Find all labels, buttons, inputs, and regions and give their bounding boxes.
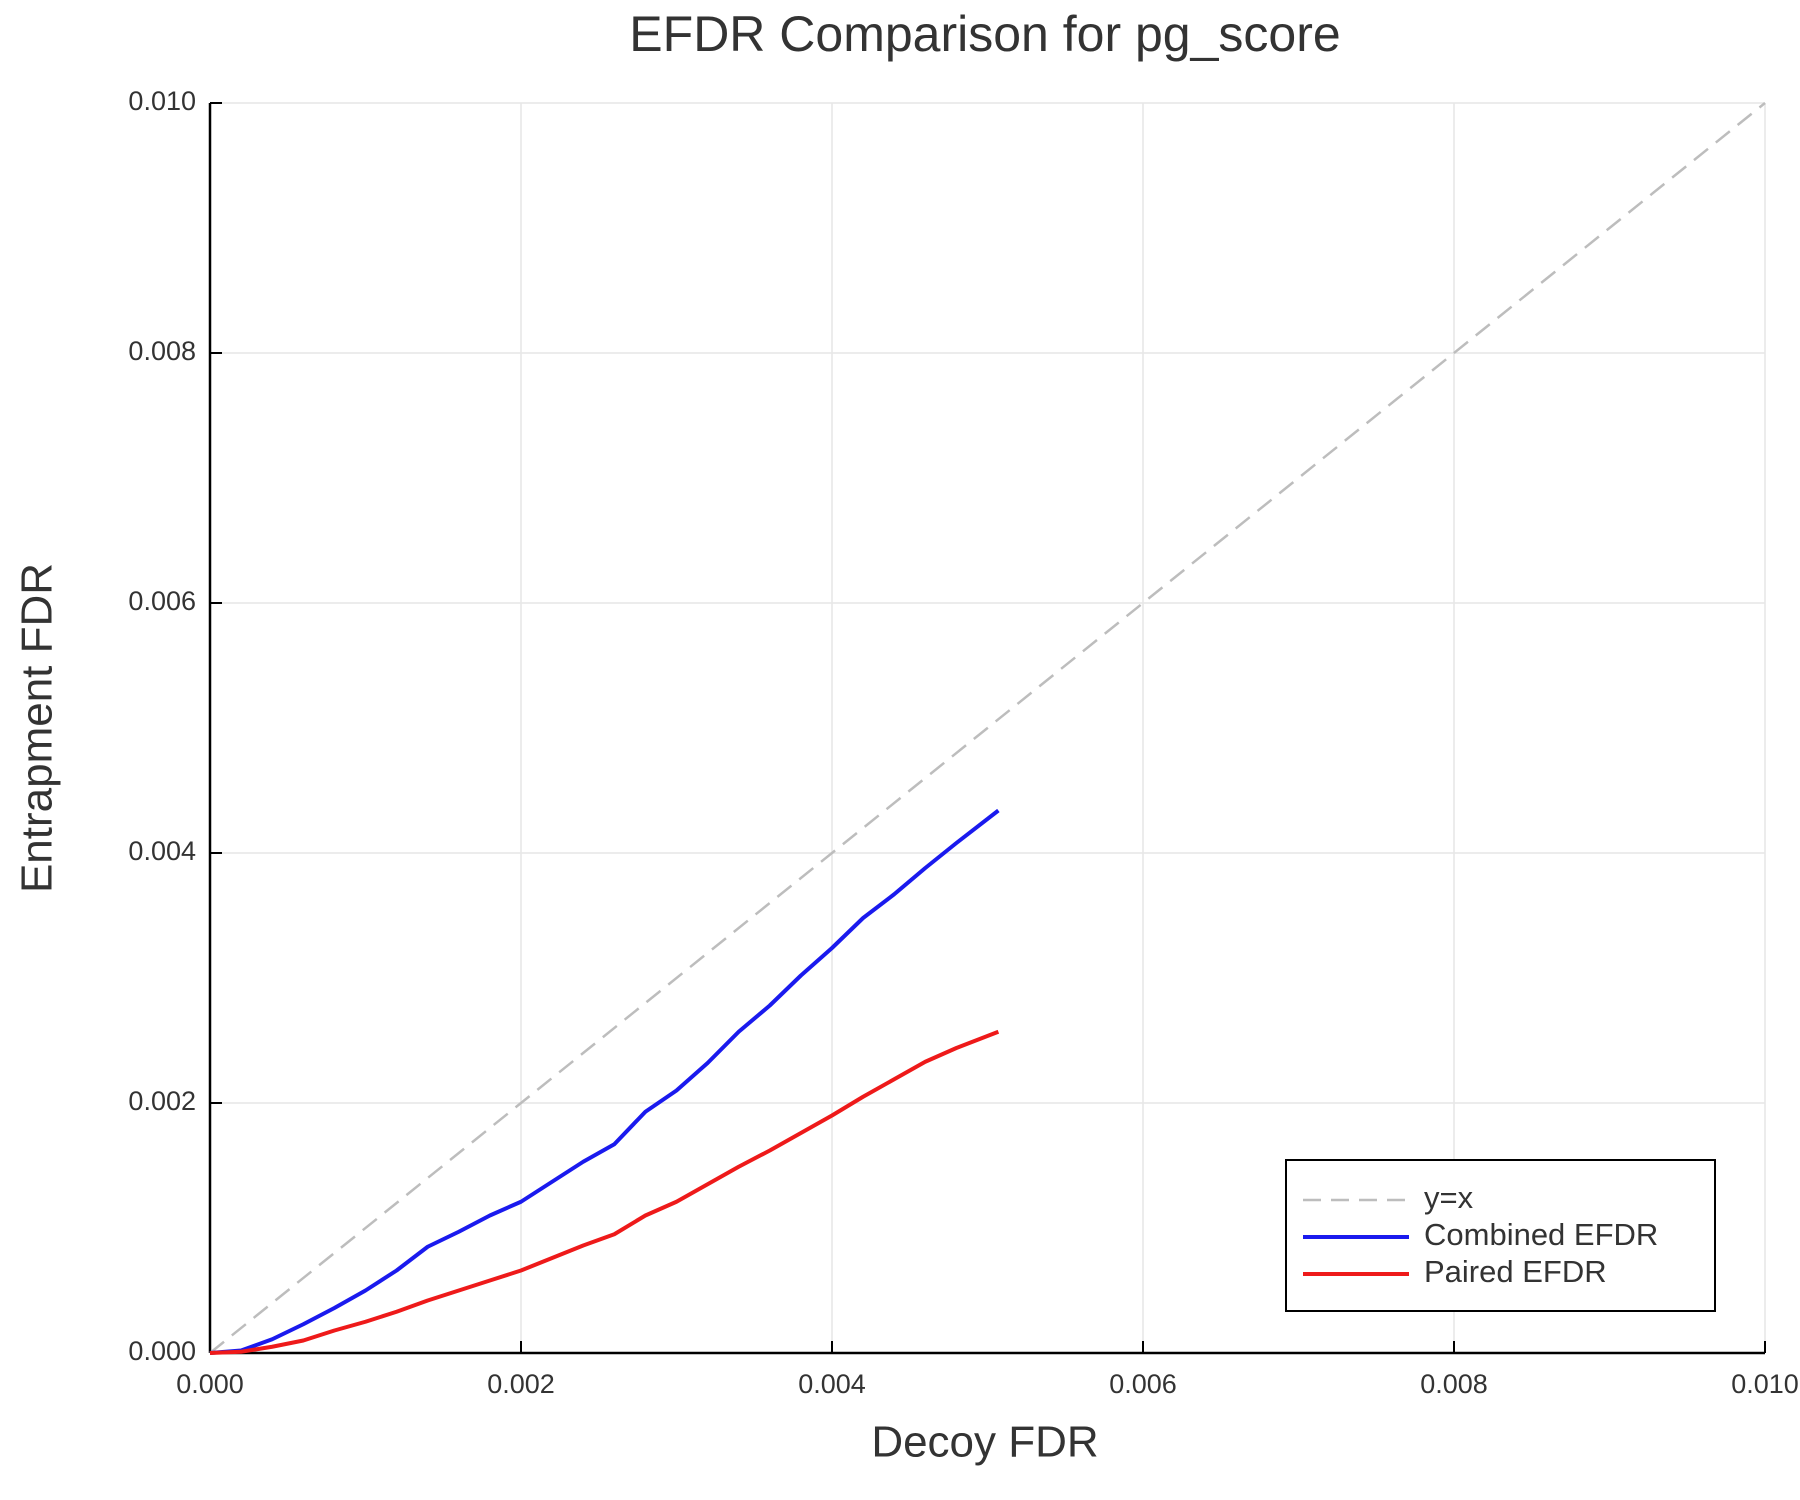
y-axis-label: Entrapment FDR <box>13 563 62 893</box>
x-tick-label: 0.002 <box>487 1369 555 1399</box>
y-tick-label: 0.008 <box>128 336 196 366</box>
chart-title: EFDR Comparison for pg_score <box>629 6 1340 62</box>
y-tick-label: 0.010 <box>128 86 196 116</box>
y-tick-label: 0.002 <box>128 1086 196 1116</box>
x-tick-label: 0.008 <box>1420 1369 1488 1399</box>
series-line <box>209 808 1000 1355</box>
series-line <box>209 1029 1000 1355</box>
y-tick-label: 0.000 <box>128 1336 196 1366</box>
y-tick-label: 0.004 <box>128 836 196 866</box>
legend-label: Combined EFDR <box>1424 1217 1658 1252</box>
legend-label: Paired EFDR <box>1424 1254 1607 1289</box>
legend-label: y=x <box>1424 1180 1474 1215</box>
x-tick-label: 0.000 <box>176 1369 244 1399</box>
x-tick-label: 0.004 <box>798 1369 866 1399</box>
y-tick-label: 0.006 <box>128 586 196 616</box>
x-axis-label: Decoy FDR <box>871 1418 1098 1467</box>
x-tick-label: 0.006 <box>1109 1369 1177 1399</box>
series-line <box>209 102 1766 1354</box>
x-tick-label: 0.010 <box>1731 1369 1799 1399</box>
